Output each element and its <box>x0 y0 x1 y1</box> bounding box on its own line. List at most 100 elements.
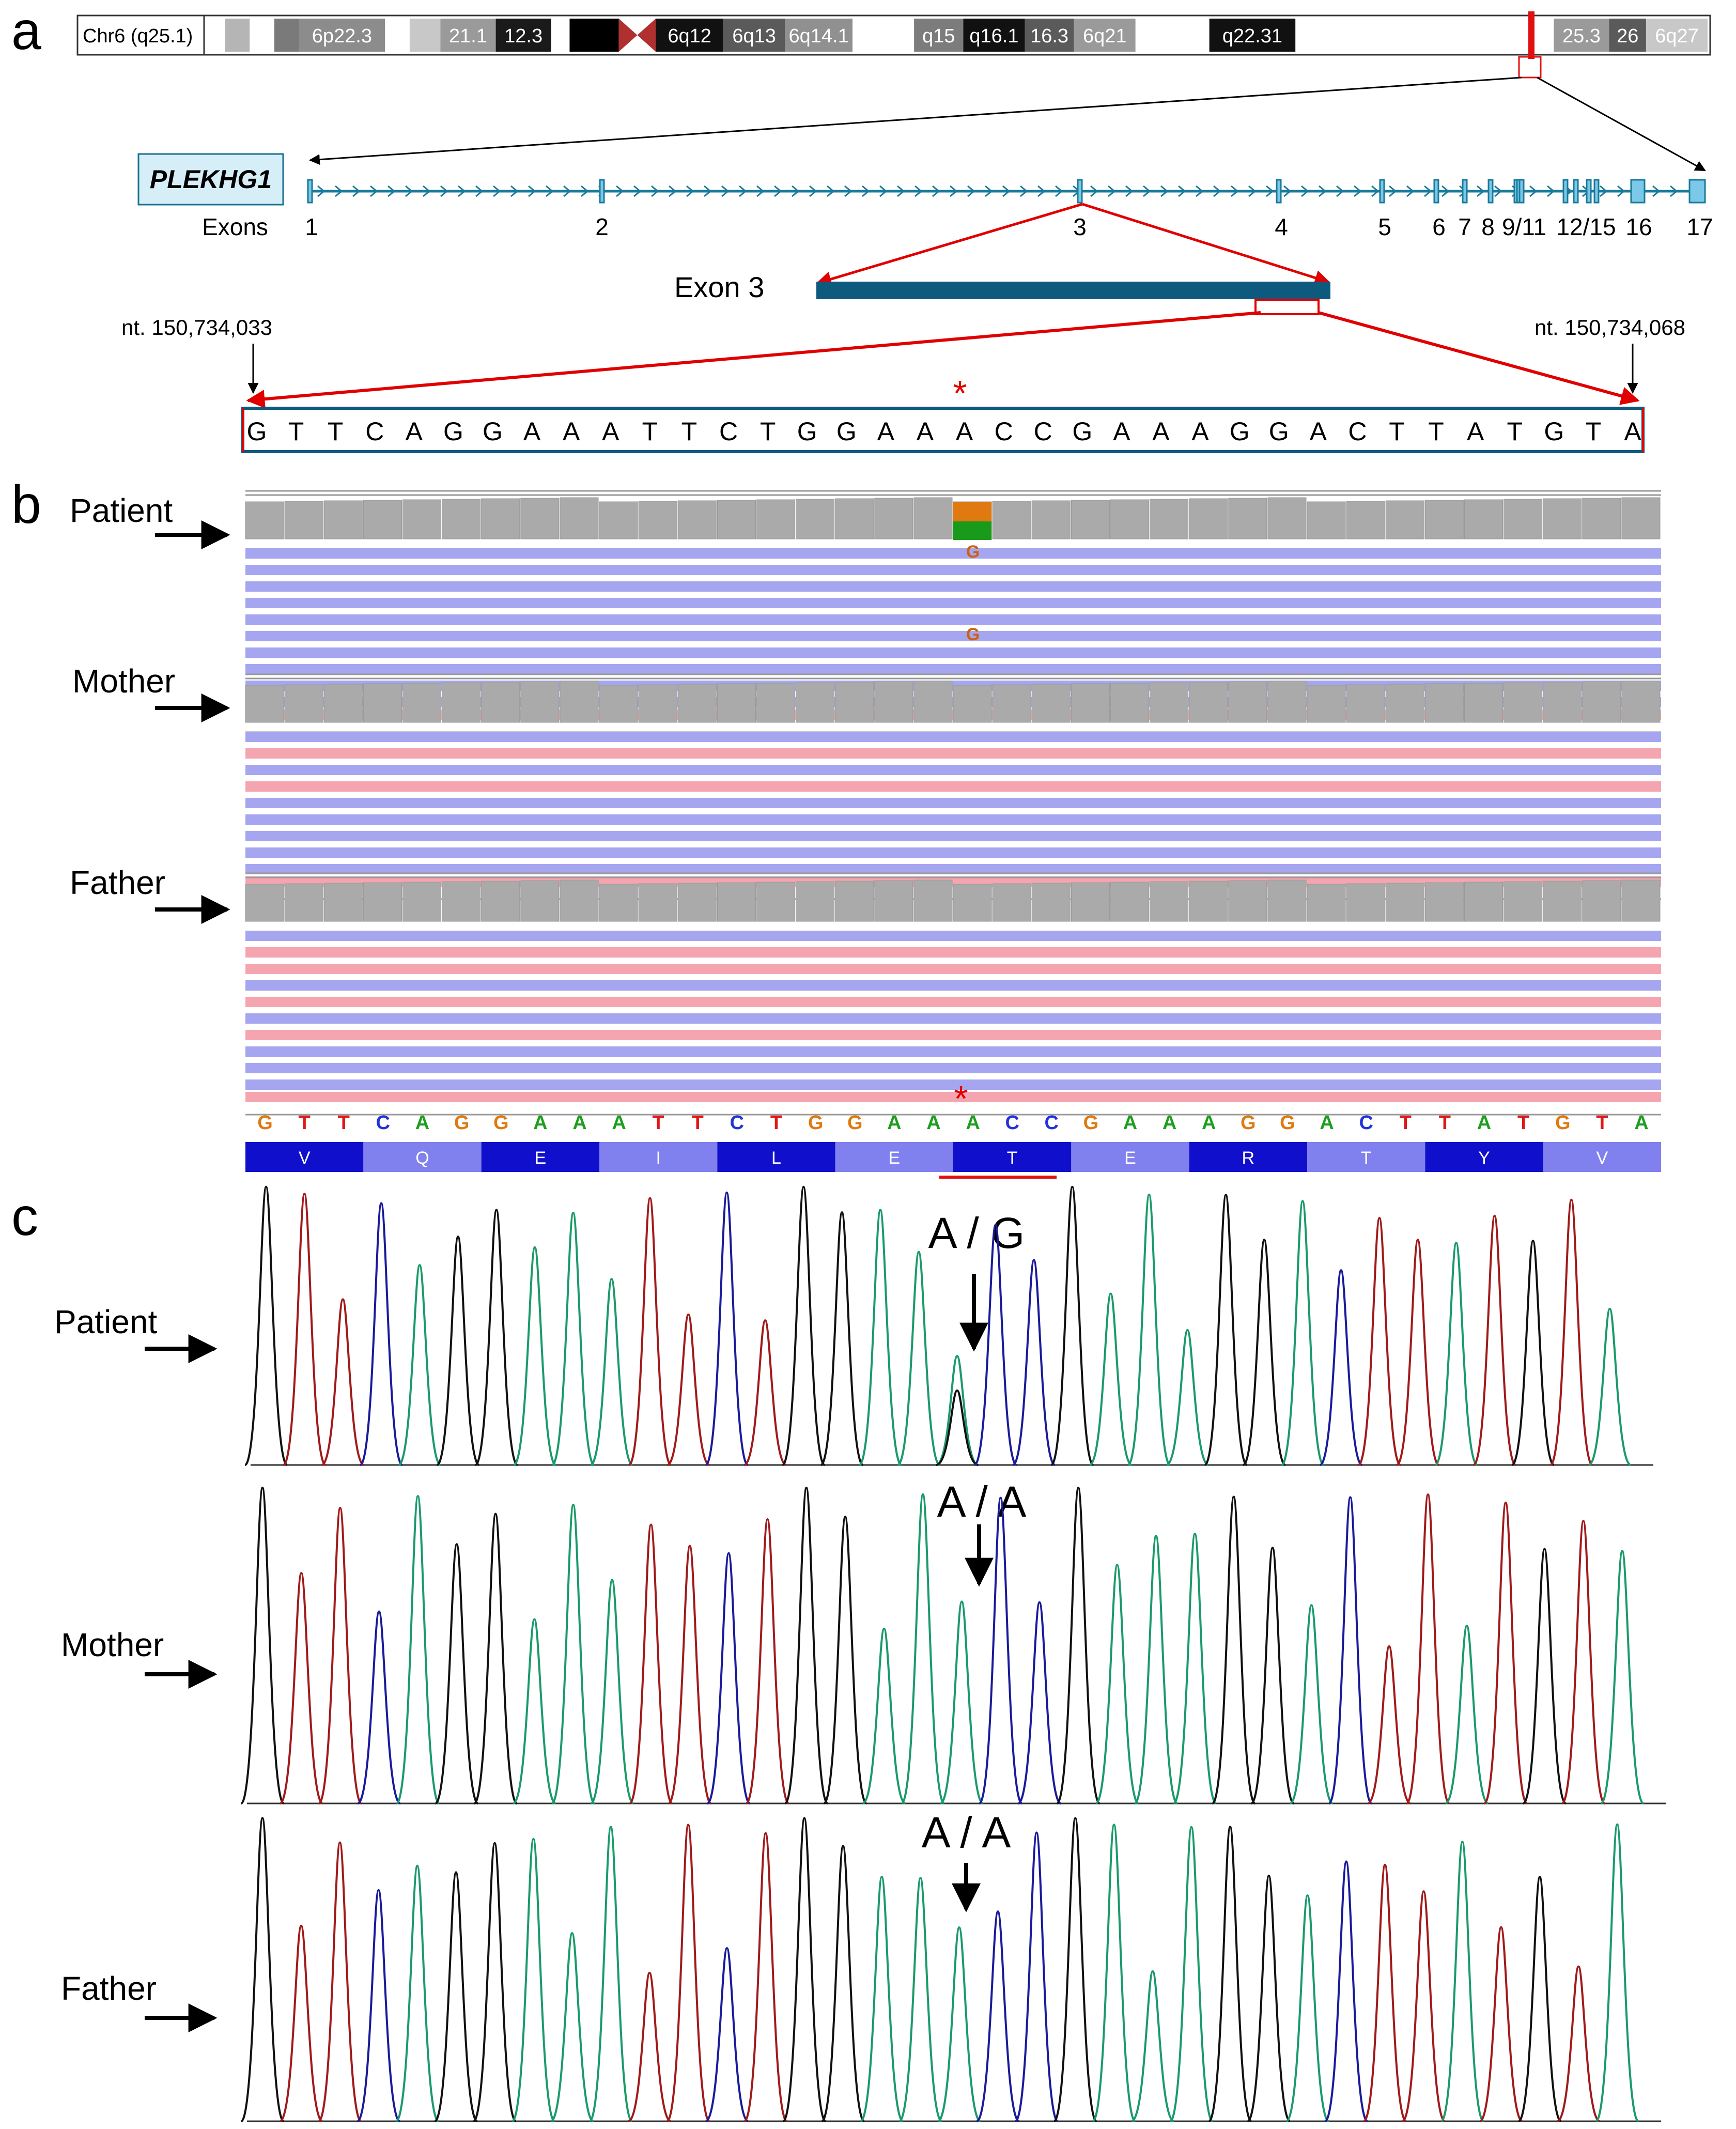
mutation-marker-b: * <box>954 1078 968 1119</box>
trace-peak <box>1405 1493 1451 1804</box>
reference-base: T <box>1586 417 1602 446</box>
chromosome-band <box>1209 19 1296 52</box>
trace-peak <box>859 1875 904 2122</box>
coverage-bar <box>1464 882 1504 922</box>
chromosome-band <box>551 19 570 52</box>
coverage-bar <box>1424 500 1464 539</box>
trace-peak <box>1362 1863 1407 2122</box>
trace-peak <box>667 1313 710 1466</box>
coverage-bar <box>1031 684 1071 723</box>
chromosome-band <box>225 19 250 52</box>
sequencing-read <box>245 781 1661 792</box>
coverage-bar <box>1307 685 1346 723</box>
trace-peak <box>1557 1965 1601 2122</box>
coverage-bar <box>1346 684 1385 723</box>
genotype-label: A / A <box>937 1477 1027 1526</box>
gene-model <box>307 179 1706 204</box>
trace-peak <box>940 1600 984 1804</box>
chromosome-ideogram: Chr6 (q25.1) 6p22.3 21.1 12.3 6q12 6q13 6q14.… <box>76 11 1711 79</box>
amino-acid: R <box>1242 1148 1255 1168</box>
coverage-bar <box>363 683 402 723</box>
trace-peak <box>1479 1926 1523 2122</box>
trace-peak <box>1472 1214 1517 1466</box>
coverage-bar <box>1346 883 1385 922</box>
exon-number: 9/11 <box>1502 213 1546 240</box>
trace-peak <box>1134 1534 1179 1804</box>
exon-box <box>1593 179 1600 204</box>
igv-base: A <box>533 1112 547 1134</box>
sequencing-read <box>245 798 1661 808</box>
reference-base: A <box>1467 417 1484 446</box>
chromosome-band <box>656 19 724 52</box>
coverage-bar <box>520 880 560 922</box>
coverage-bar <box>1267 880 1307 922</box>
coverage-bar <box>756 683 796 723</box>
igv-alignment-view: Patient G G Mother Father <box>70 490 1661 1116</box>
trace-peak <box>862 1627 906 1804</box>
igv-base: T <box>1596 1112 1608 1134</box>
trace-peak <box>1053 1817 1098 2122</box>
centromere <box>618 19 656 52</box>
coverage-bar <box>717 500 756 539</box>
coverage-bar <box>442 881 481 922</box>
chromosome-band <box>274 19 299 52</box>
igv-base: G <box>1555 1112 1571 1134</box>
trace-peak <box>1549 1198 1594 1466</box>
band-label: 6q13 <box>732 25 776 47</box>
exon-box <box>1077 179 1083 204</box>
band-label: q22.31 <box>1222 25 1282 47</box>
coverage-bar <box>442 682 481 723</box>
coverage-bar <box>1267 681 1307 723</box>
coverage-bar <box>1582 880 1621 922</box>
trace-peak <box>858 1209 903 1466</box>
trace-peak <box>628 1197 672 1466</box>
trace-peak <box>588 1826 633 2122</box>
coverage-bar <box>245 501 284 539</box>
codon-block <box>1307 1142 1425 1172</box>
reference-base: A <box>1191 417 1209 446</box>
chromosome-band <box>1025 19 1074 52</box>
trace-peak <box>973 1224 1018 1466</box>
band-label: q15 <box>922 25 955 47</box>
igv-base: A <box>1202 1112 1216 1134</box>
amino-acid: E <box>1124 1148 1136 1168</box>
reference-base: G <box>1269 417 1289 446</box>
exon-number: 3 <box>1073 213 1087 240</box>
igv-base: C <box>1045 1112 1059 1134</box>
trace-peak <box>1280 1200 1325 1466</box>
trace-peak <box>1169 1826 1214 2122</box>
coverage-bar <box>1504 682 1543 723</box>
amino-acid: T <box>1361 1148 1372 1168</box>
band-label: 6q27 <box>1655 25 1699 47</box>
trace-peak <box>1511 1240 1555 1466</box>
band-label: 12.3 <box>504 25 542 47</box>
coverage-bar <box>638 501 677 539</box>
coverage-bar <box>796 682 835 723</box>
coverage-bar <box>756 882 796 922</box>
trace-peak <box>745 1518 790 1804</box>
trace-peak <box>1445 1625 1489 1804</box>
reference-base: A <box>1310 417 1327 446</box>
coverage-bar <box>1189 682 1228 723</box>
reference-base: G <box>247 417 267 446</box>
igv-base: G <box>454 1112 470 1134</box>
chromosome-band <box>853 19 915 52</box>
reference-base: T <box>642 417 658 446</box>
exon-number: 2 <box>595 213 609 240</box>
sequencing-read <box>245 931 1661 941</box>
coverage-bar <box>1543 881 1582 922</box>
coverage-bar <box>560 681 599 723</box>
coverage-bar <box>1621 681 1661 723</box>
sequencing-read <box>245 1063 1661 1073</box>
coverage-bar <box>1189 881 1228 922</box>
coverage-bar <box>402 499 442 539</box>
reference-base: C <box>1348 417 1367 446</box>
coverage-bar <box>1189 498 1228 539</box>
trace-peak <box>937 1926 981 2122</box>
exon-number: 1 <box>305 213 318 240</box>
coverage-bar <box>1621 880 1661 922</box>
coverage-bar <box>992 501 1031 539</box>
exon-box <box>1379 179 1385 204</box>
coverage-bar <box>1228 681 1267 723</box>
